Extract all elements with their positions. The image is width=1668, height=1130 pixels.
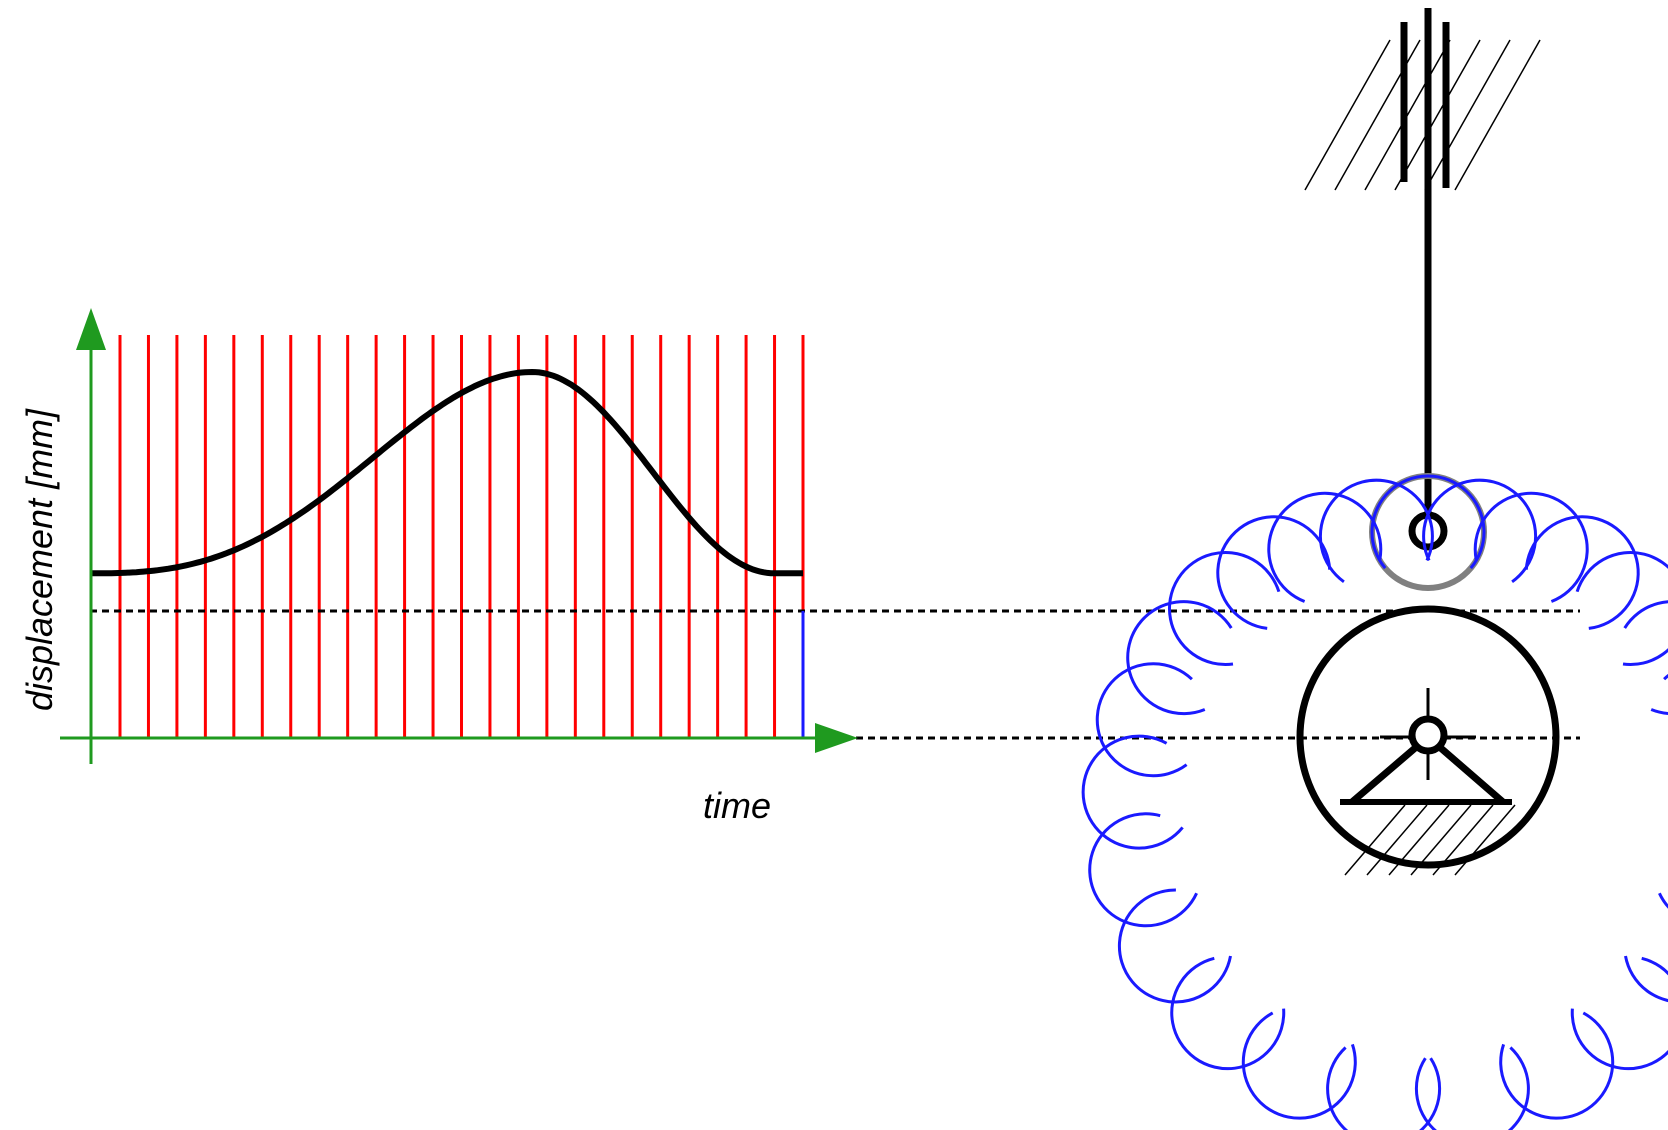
cam-profile-arc xyxy=(1318,478,1434,584)
x-axis-label: time xyxy=(703,785,771,826)
caption-text: ... ... ... xyxy=(20,1105,142,1130)
cam-profile-arc xyxy=(1414,1046,1530,1130)
ground-hatching xyxy=(1344,804,1516,876)
hatch-line xyxy=(1388,804,1450,876)
cam-base-circle xyxy=(1296,605,1560,869)
cam-profile-arc xyxy=(1624,955,1668,1003)
y-axis-label: displacement [mm] xyxy=(19,408,60,711)
time-grid-lines xyxy=(118,335,805,738)
cam-profile-arc xyxy=(1081,734,1184,850)
cam-profile-arc xyxy=(1570,956,1668,1071)
roller-pin xyxy=(1408,511,1448,551)
hatch-line xyxy=(1410,804,1472,876)
cam-profile-arc xyxy=(1088,812,1198,928)
hatch-line xyxy=(1366,804,1428,876)
cam-support xyxy=(1340,688,1516,876)
cam-profile-arc xyxy=(1575,551,1668,666)
cam-profile-arc xyxy=(1170,956,1286,1071)
graph-axes xyxy=(60,308,858,764)
cam-pivot xyxy=(1408,715,1448,755)
hatch-line xyxy=(1454,804,1516,876)
hatch-line xyxy=(1424,39,1511,191)
y-axis-arrow-icon xyxy=(76,308,106,350)
hatch-line xyxy=(1344,804,1406,876)
guide-hatching xyxy=(1304,39,1541,191)
cam-profile-arc xyxy=(1370,474,1486,570)
cam-profile-arc xyxy=(1095,662,1193,778)
hatch-line xyxy=(1454,39,1541,191)
cam-profile-arc xyxy=(1623,600,1668,715)
cam-profile-arc xyxy=(1216,515,1332,630)
x-axis-arrow-icon xyxy=(815,723,858,753)
cam-profile-arc xyxy=(1499,1011,1615,1120)
cam-profile-arc xyxy=(1658,892,1668,909)
cam-profile-arc xyxy=(1326,1046,1442,1130)
cam-profile-arcs xyxy=(1081,474,1668,1130)
cam-profile-arc xyxy=(1117,888,1232,1004)
cam-profile-arc xyxy=(1241,1011,1357,1120)
hatch-line xyxy=(1394,39,1481,191)
displacement-curve xyxy=(90,368,803,577)
cam-profile-arc xyxy=(1126,600,1233,716)
cam-profile-arc xyxy=(1422,478,1538,584)
fixed-guide xyxy=(1304,22,1541,191)
hatch-line xyxy=(1432,804,1494,876)
hatch-line xyxy=(1304,39,1391,191)
cam-profile-arc xyxy=(1663,673,1668,681)
cam-profile-arc xyxy=(1524,515,1640,630)
cam-profile-arc xyxy=(1267,491,1383,603)
cam-profile-arc xyxy=(1473,491,1589,603)
cam-profile-arc xyxy=(1168,551,1281,666)
